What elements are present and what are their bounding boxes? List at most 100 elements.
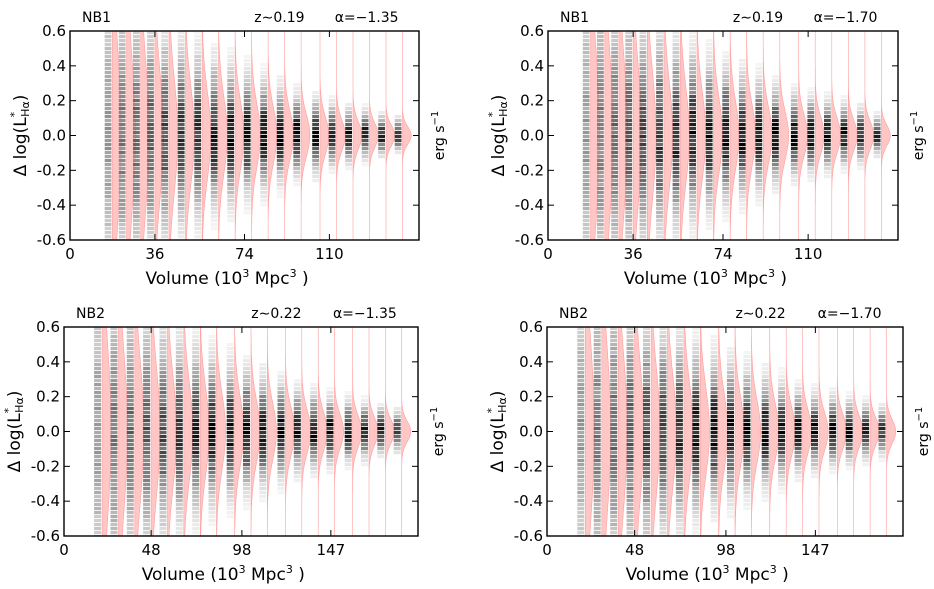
heat-bin — [210, 127, 218, 131]
heat-bin — [643, 343, 650, 347]
y-axis-title: Δ log(L*Hα) — [2, 391, 26, 473]
heat-bin — [345, 103, 352, 107]
heat-bin — [790, 147, 798, 151]
heat-bin — [778, 399, 786, 403]
heat-bin — [807, 87, 815, 91]
heat-bin — [326, 447, 334, 451]
heat-column — [761, 363, 769, 503]
heat-bin — [361, 439, 368, 443]
heat-bin — [611, 103, 618, 107]
heat-bin — [161, 199, 169, 203]
heat-bin — [705, 139, 713, 143]
heat-bin — [611, 143, 618, 147]
alpha-label: α=−1.35 — [335, 10, 399, 26]
heat-bin — [208, 351, 216, 355]
heat-bin — [824, 99, 831, 103]
heat-bin — [807, 123, 815, 127]
heat-bin — [593, 363, 601, 367]
heat-bin — [639, 171, 647, 175]
heat-bin — [672, 151, 680, 155]
heat-bin — [143, 475, 151, 479]
heat-bin — [659, 367, 667, 371]
heat-bin — [210, 159, 218, 163]
heat-bin — [361, 131, 369, 135]
heat-bin — [689, 143, 696, 147]
heat-bin — [643, 519, 650, 523]
heat-bin — [143, 331, 151, 335]
heat-bin — [659, 435, 667, 439]
heat-bin — [259, 439, 267, 443]
heat-bin — [110, 415, 118, 419]
heat-bin — [143, 511, 151, 515]
heat-bin — [675, 519, 683, 523]
heat-bin — [727, 415, 734, 419]
heat-bin — [243, 431, 250, 435]
heat-bin — [626, 451, 634, 455]
heat-bin — [147, 227, 154, 231]
heat-bin — [161, 227, 169, 231]
heat-bin — [743, 499, 751, 503]
heat-bin — [147, 191, 154, 195]
heat-bin — [161, 143, 169, 147]
violin — [853, 327, 864, 536]
heat-bin — [738, 167, 746, 171]
heat-bin — [593, 423, 601, 427]
heat-bin — [778, 467, 786, 471]
heat-bin — [194, 223, 202, 227]
heat-bin — [710, 387, 718, 391]
heat-bin — [312, 143, 319, 147]
heat-bin — [611, 59, 618, 63]
heat-bin — [126, 515, 134, 519]
heat-bin — [692, 439, 700, 443]
heat-bin — [692, 379, 700, 383]
heat-bin — [126, 343, 134, 347]
heat-bin — [593, 515, 601, 519]
heat-bin — [110, 339, 118, 343]
heat-bin — [143, 487, 151, 491]
alpha-label: α=−1.70 — [818, 306, 882, 322]
heat-bin — [94, 359, 102, 363]
heat-bin — [312, 119, 319, 123]
heat-bin — [208, 339, 216, 343]
heat-bin — [577, 467, 585, 471]
heat-bin — [175, 435, 183, 439]
heat-bin — [345, 135, 352, 139]
heat-bin — [126, 479, 134, 483]
heat-column — [194, 31, 202, 240]
heat-bin — [738, 155, 746, 159]
heat-bin — [192, 531, 200, 535]
heat-bin — [147, 175, 154, 179]
heat-bin — [710, 343, 718, 347]
heat-bin — [689, 127, 696, 131]
heat-bin — [243, 195, 251, 199]
heat-bin — [597, 123, 604, 127]
heat-bin — [133, 223, 140, 227]
heat-column — [625, 31, 633, 240]
heat-bin — [361, 155, 369, 159]
heat-bin — [610, 463, 618, 467]
heat-bin — [626, 355, 634, 359]
heat-bin — [276, 79, 284, 83]
heat-bin — [656, 39, 663, 43]
heat-bin — [192, 399, 200, 403]
heat-bin — [577, 491, 585, 495]
heat-bin — [344, 419, 352, 423]
heat-bin — [625, 175, 633, 179]
heat-bin — [582, 179, 590, 183]
heat-bin — [675, 487, 683, 491]
heat-bin — [689, 103, 696, 107]
heat-bin — [593, 487, 601, 491]
heat-bin — [610, 427, 618, 431]
heat-bin — [227, 187, 235, 191]
heat-bin — [755, 63, 763, 67]
heat-bin — [610, 331, 618, 335]
heat-bin — [610, 503, 618, 507]
heat-bin — [104, 203, 112, 207]
heat-bin — [177, 79, 185, 83]
heat-bin — [378, 115, 385, 119]
heat-bin — [625, 43, 633, 47]
heat-bin — [710, 403, 718, 407]
heat-bin — [722, 123, 730, 127]
heat-bin — [743, 415, 751, 419]
